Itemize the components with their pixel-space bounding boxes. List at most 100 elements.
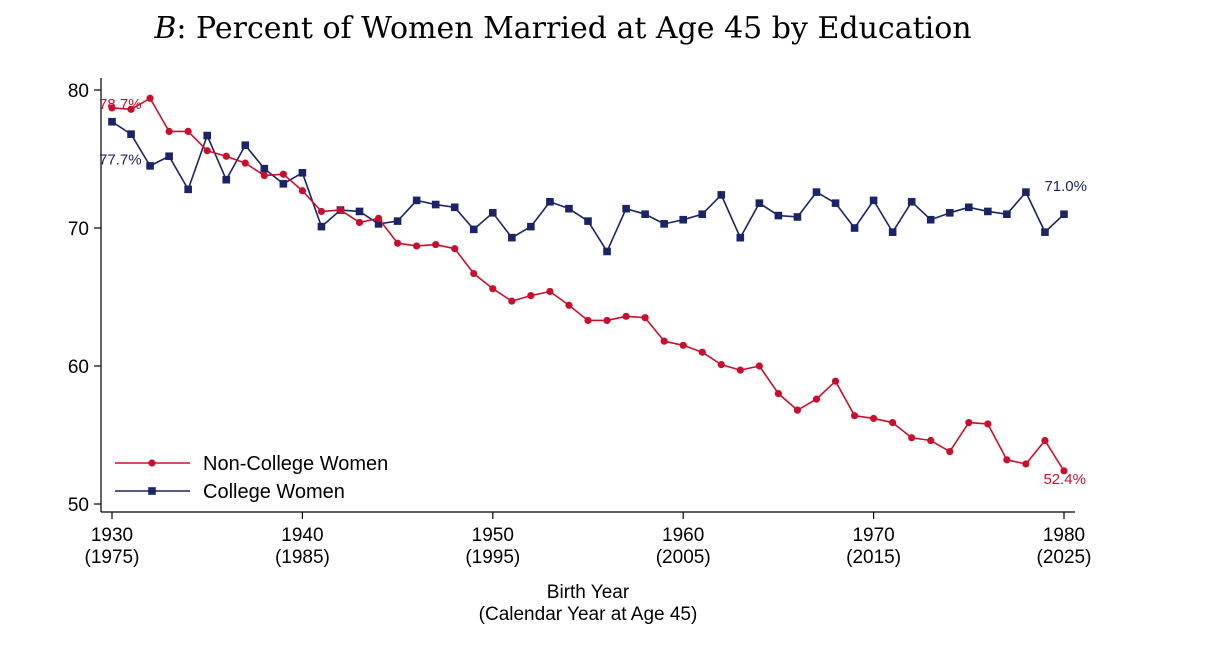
data-point-square [812, 188, 821, 196]
data-point-circle [812, 395, 821, 403]
data-label: 78.7% [99, 96, 142, 113]
data-point-square [1041, 228, 1049, 236]
data-point-square [241, 141, 250, 149]
data-point-circle [565, 301, 573, 309]
data-point-circle [317, 207, 326, 216]
x-tick-label: 1940 [281, 525, 323, 546]
data-point-square [945, 209, 954, 217]
data-point-square [317, 222, 326, 231]
data-point-square [584, 217, 592, 225]
data-point-square [565, 204, 573, 213]
data-point-circle [336, 206, 345, 214]
data-point-circle [850, 412, 859, 420]
series-line [111, 97, 1065, 472]
data-point-square [527, 222, 535, 231]
data-point-square [641, 210, 649, 218]
data-point-square [393, 217, 402, 225]
data-point-circle [165, 127, 173, 135]
legend-label: College Women [203, 481, 345, 503]
x-tick-label: 1930 [91, 525, 133, 546]
series-college-women [108, 117, 1068, 256]
data-point-square [888, 228, 897, 236]
data-point-circle [870, 414, 878, 423]
data-point-square [298, 169, 307, 177]
data-point-square [546, 197, 554, 206]
data-point-square [660, 220, 668, 228]
data-point-circle [946, 447, 954, 456]
data-point-circle [355, 218, 364, 227]
data-point-circle [546, 287, 554, 296]
data-point-square [146, 162, 154, 170]
data-point-circle [394, 239, 402, 247]
data-point-circle [413, 242, 421, 250]
data-point-circle [222, 152, 230, 160]
x-tick-sublabel: (2005) [656, 547, 711, 568]
data-point-circle [527, 292, 535, 300]
x-tick-label: 1960 [662, 525, 704, 546]
data-point-circle [660, 337, 668, 345]
data-point-square [850, 224, 859, 232]
data-point-circle [736, 366, 744, 374]
data-point-square [469, 225, 478, 234]
data-point-circle [1003, 456, 1011, 464]
data-point-circle [679, 341, 687, 349]
data-point-square [774, 211, 783, 220]
data-point-circle [889, 418, 897, 427]
data-point-circle [927, 436, 935, 445]
series-layer [108, 94, 1068, 475]
data-point-circle [908, 434, 916, 442]
data-point-circle [1022, 460, 1030, 468]
axes: 50 60 70 80 1930(1975) 1940(1985) 1950(1995) 19… [68, 78, 1092, 568]
data-point-square [965, 203, 973, 212]
data-label: 71.0% [1044, 178, 1087, 195]
data-point-square [622, 204, 630, 213]
y-tick-label: 80 [68, 81, 89, 102]
data-point-circle [203, 147, 211, 155]
data-point-circle [1041, 436, 1049, 445]
data-point-square [431, 200, 440, 209]
x-axis-title-line1: Birth Year [547, 582, 630, 603]
data-point-square [374, 220, 383, 228]
data-point-square [717, 191, 726, 199]
data-point-circle [108, 104, 116, 112]
data-point-circle [755, 362, 763, 370]
data-point-square [1022, 188, 1030, 196]
data-point-square [831, 199, 840, 207]
x-tick-sublabel: (2025) [1037, 547, 1092, 568]
x-tick-label: 1950 [472, 525, 514, 546]
series-non-college-women [108, 94, 1068, 475]
data-point-square [926, 215, 935, 224]
data-point-square [679, 215, 687, 224]
data-point-square [736, 233, 745, 242]
legend-marker-square [148, 487, 156, 495]
data-point-circle [774, 390, 783, 398]
x-tick-label: 1970 [852, 525, 894, 546]
data-point-square [755, 199, 764, 207]
annotation-layer: 78.7% 52.4% 77.7% 71.0% [99, 96, 1087, 488]
data-point-circle [984, 420, 992, 428]
chart-title-rest: : Percent of Women Married at Age 45 by … [176, 11, 971, 46]
data-point-circle [279, 170, 287, 178]
data-point-circle [432, 240, 440, 249]
data-point-circle [470, 269, 478, 278]
data-point-square [1003, 210, 1011, 218]
data-point-circle [508, 297, 516, 305]
data-label: 52.4% [1043, 471, 1086, 488]
data-point-circle [127, 105, 135, 113]
data-point-circle [260, 171, 268, 180]
legend-marker-circle [148, 459, 156, 467]
data-point-square [698, 210, 707, 218]
data-point-circle [698, 348, 706, 356]
data-point-square [184, 185, 192, 194]
data-point-circle [1060, 467, 1068, 475]
data-point-square [165, 152, 173, 161]
legend-item: Non-College Women [115, 453, 388, 475]
legend-item: College Women [115, 481, 345, 503]
data-label: 77.7% [99, 152, 142, 169]
data-point-square [869, 196, 878, 205]
x-tick-sublabel: (1985) [275, 547, 330, 568]
x-tick-sublabel: (1975) [85, 547, 140, 568]
data-point-square [203, 131, 211, 140]
